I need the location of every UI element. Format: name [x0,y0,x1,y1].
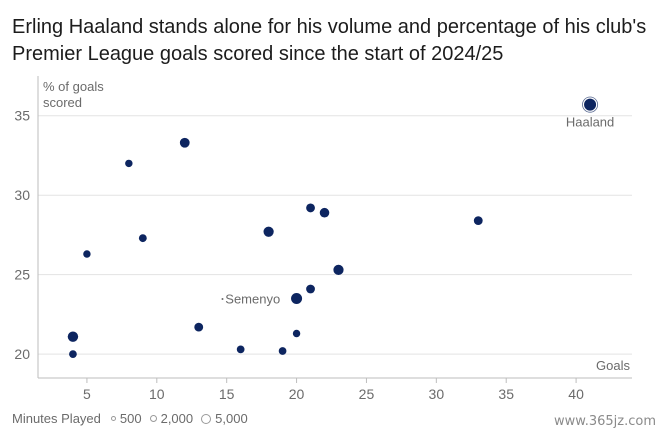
data-point-12 [194,322,204,332]
data-point-9 [333,264,344,276]
axes: 20 25 30 35 5 10 15 20 25 30 35 40 % of goals scored G… [14,76,632,402]
legend-label-5000: 5,000 [215,411,248,426]
legend-item-5000: 5,000 [201,411,248,426]
x-tick-label-25: 25 [359,386,375,402]
legend-label-500: 500 [119,411,142,426]
annotation-semenyo: Semenyo [225,292,280,307]
highlight-ring-haaland [582,96,599,113]
size-legend: Minutes Played 500 2,000 5,000 [12,411,256,426]
annotation-haaland: Haaland [566,115,614,130]
y-tick-label-20: 20 [14,346,30,362]
legend-label-2000: 2,000 [160,411,194,426]
data-point-10 [306,284,315,294]
x-axis-label: Goals [596,358,630,373]
x-tick-label-20: 20 [289,386,305,402]
y-tick-label-25: 25 [14,267,30,283]
legend-title: Minutes Played [12,411,101,426]
data-point-13 [292,329,301,338]
data-point-17 [69,350,77,359]
x-tick-label-35: 35 [498,386,514,402]
data-point-14 [67,331,79,342]
x-tick-label-10: 10 [149,386,165,402]
y-axis-label-line-0: % of goals [43,79,104,94]
y-tick-label-30: 30 [14,187,30,203]
legend-item-500: 500 [110,411,142,426]
data-point-6 [263,226,274,237]
data-point-16 [278,347,287,355]
chart-title: Erling Haaland stands alone for his volu… [12,16,647,65]
x-tick-label-40: 40 [568,386,584,402]
data-point-4 [319,207,330,218]
data-point-2 [125,159,133,168]
y-axis-label: % of goals scored [43,79,104,110]
data-point-11 [291,293,303,305]
legend-item-2000: 2,000 [149,411,194,426]
y-axis-label-line-1: scored [43,95,82,110]
data-point-15 [236,345,245,354]
data-point-0 [584,98,597,111]
data-points [67,96,599,359]
y-tick-label-35: 35 [14,108,30,124]
data-point-3 [306,203,315,213]
data-point-5 [473,216,483,226]
data-point-8 [83,250,91,258]
watermark: www.365jz.com [554,414,656,429]
legend-circle-large [201,413,212,424]
legend-circle-medium [149,415,157,422]
legend-circle-small [110,416,116,421]
annotation-leader-dot-semenyo [221,298,224,301]
x-tick-label-15: 15 [219,386,235,402]
annotations: Haaland Semenyo [221,115,614,307]
data-point-7 [138,234,147,243]
data-point-1 [179,137,190,148]
x-tick-label-30: 30 [429,386,445,402]
x-tick-label-5: 5 [83,386,91,402]
gridlines [38,115,632,355]
